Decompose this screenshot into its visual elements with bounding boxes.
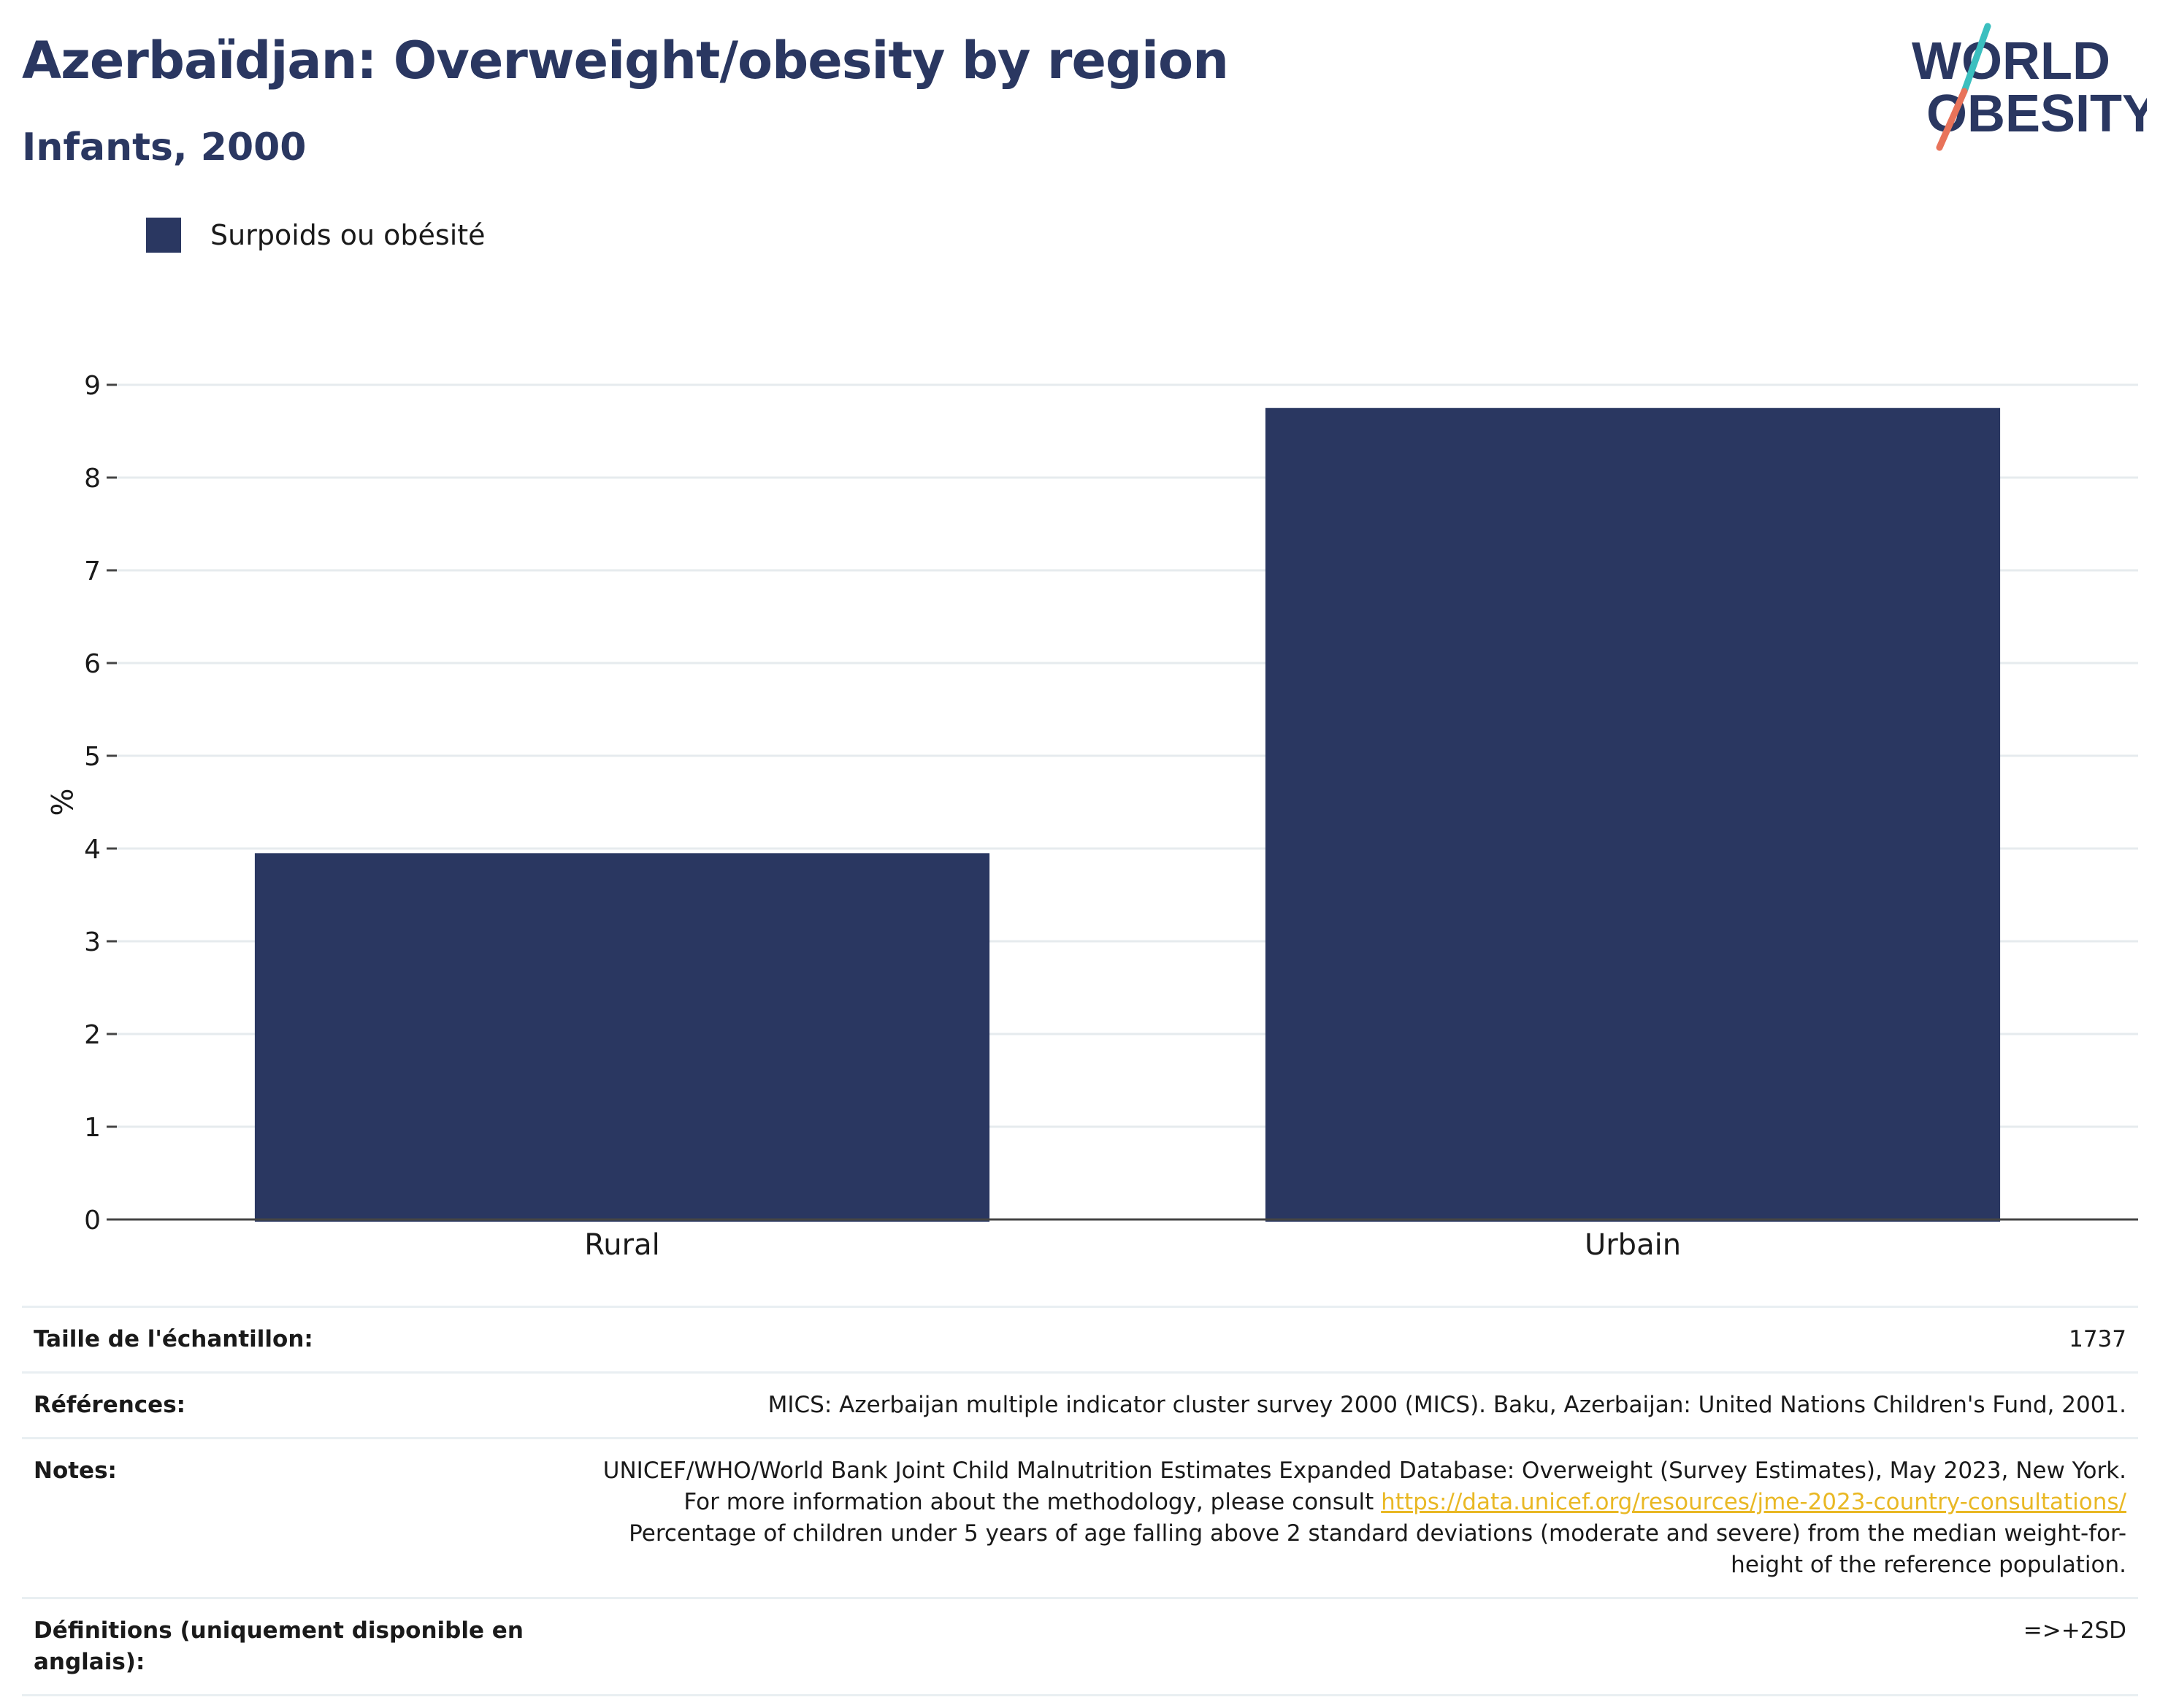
y-tick-label: 6 — [84, 649, 101, 679]
references-value: MICS: Azerbaijan multiple indicator clus… — [767, 1392, 2126, 1418]
notes-link[interactable]: https://data.unicef.org/resources/jme-20… — [1381, 1489, 2126, 1515]
y-tick-label: 2 — [84, 1020, 101, 1050]
bar-chart: 0 1 2 3 4 5 6 7 8 9% Rural Urbain — [44, 371, 2138, 1262]
y-tick-label: 0 — [84, 1206, 101, 1236]
legend-label: Surpoids ou obésité — [210, 219, 486, 251]
notes-label: Notes: — [34, 1458, 117, 1484]
bar-rural — [254, 853, 990, 1222]
x-tick-label: Urbain — [1585, 1228, 1681, 1262]
definitions-label: Définitions (uniquement disponible en an… — [34, 1617, 524, 1675]
y-tick-label: 9 — [84, 371, 101, 401]
x-tick-label: Rural — [584, 1228, 659, 1262]
y-tick-label: 1 — [84, 1113, 101, 1143]
y-tick-label: 5 — [84, 742, 101, 772]
world-obesity-logo: WORLD OBESITY — [1912, 23, 2147, 151]
logo-coral-slash — [1936, 88, 1968, 151]
sample-size-label: Taille de l'échantillon: — [34, 1326, 313, 1352]
info-row-notes: Notes: UNICEF/WHO/World Bank Joint Child… — [22, 1438, 2138, 1598]
y-tick-label: 4 — [84, 835, 101, 865]
y-tick-label: 7 — [84, 556, 101, 586]
notes-value: UNICEF/WHO/World Bank Joint Child Malnut… — [556, 1439, 2138, 1598]
definitions-value: =>+2SD — [2023, 1617, 2126, 1644]
y-axis-label: % — [44, 788, 77, 816]
logo-teal-slash — [1961, 23, 1991, 95]
bar-urbain — [1265, 407, 2001, 1222]
chart-title: Azerbaïdjan: Overweight/obesity by regio… — [22, 31, 1229, 91]
info-row-references: Références: MICS: Azerbaijan multiple in… — [22, 1372, 2138, 1439]
references-label: Références: — [34, 1392, 186, 1418]
y-tick-label: 3 — [84, 927, 101, 957]
y-tick-label: 8 — [84, 464, 101, 494]
notes-text-1: UNICEF/WHO/World Bank Joint Child Malnut… — [602, 1458, 2126, 1515]
legend: Surpoids ou obésité — [146, 218, 486, 253]
chart-subtitle: Infants, 2000 — [22, 126, 307, 169]
notes-text-2: Percentage of children under 5 years of … — [629, 1520, 2126, 1578]
info-row-definitions: Définitions (uniquement disponible en an… — [22, 1598, 2138, 1696]
logo-line1: WORLD — [1912, 32, 2110, 91]
info-table: Taille de l'échantillon: 1737 Références… — [22, 1306, 2138, 1696]
info-row-sample: Taille de l'échantillon: 1737 — [22, 1306, 2138, 1373]
legend-swatch — [146, 218, 181, 253]
sample-size-value: 1737 — [2069, 1326, 2126, 1352]
